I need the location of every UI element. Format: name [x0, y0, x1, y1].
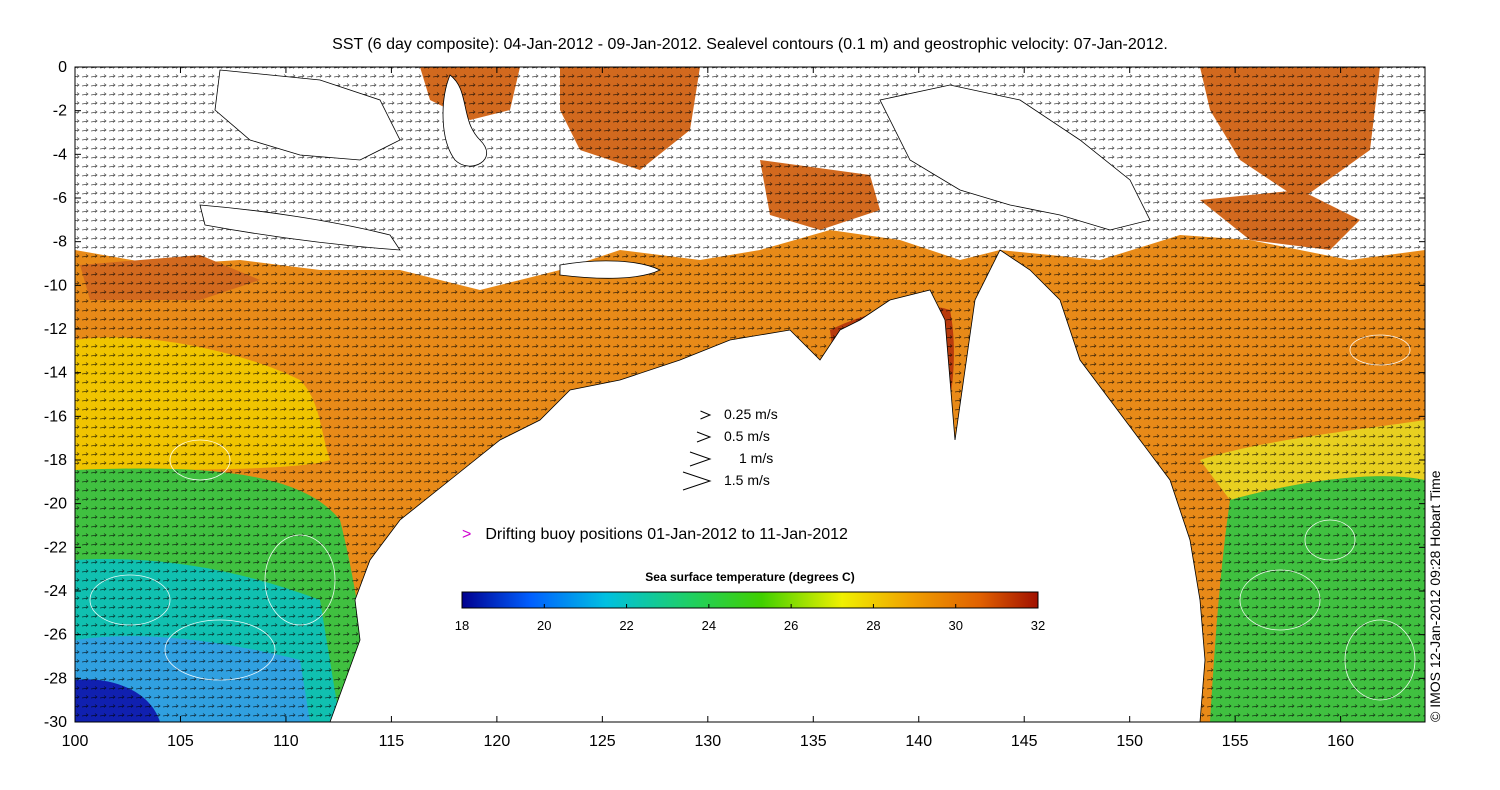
- plot-frame: [74, 66, 1426, 723]
- y-tick-label: -6: [53, 190, 67, 207]
- colorbar-tick-label: 30: [948, 618, 962, 633]
- y-axis: 0 -2 -4 -6 -8 -10 -12 -14 -16 -18 -20 -22 -24 -26 -28 -…: [44, 59, 1425, 731]
- map-layers: [75, 67, 1425, 722]
- java-land: [199, 204, 401, 251]
- velocity-scale-label: 1.5 m/s: [724, 472, 770, 488]
- x-tick-label: 140: [905, 733, 932, 750]
- y-tick-label: -12: [44, 321, 67, 338]
- x-tick-label: 130: [694, 733, 721, 750]
- y-tick-label: -30: [44, 714, 67, 731]
- colorbar-tick-label: 26: [784, 618, 798, 633]
- timor-land: [559, 260, 661, 279]
- x-tick-label: 145: [1011, 733, 1038, 750]
- colorbar-tick-label: 28: [866, 618, 880, 633]
- y-tick-label: 0: [58, 59, 67, 76]
- colorbar: [461, 591, 1039, 609]
- y-tick-label: -18: [44, 452, 67, 469]
- x-axis: 100 105 110 115 120 125 130 135 140 145 150 155 160: [62, 67, 1354, 750]
- velocity-scale-label: 0.25 m/s: [724, 406, 778, 422]
- buoy-legend-label: Drifting buoy positions 01-Jan-2012 to 1…: [485, 526, 848, 543]
- borneo-land: [214, 69, 401, 161]
- y-tick-label: -4: [53, 146, 67, 163]
- colorbar-title: Sea surface temperature (degrees C): [645, 570, 855, 584]
- colorbar-tick-label: 32: [1031, 618, 1045, 633]
- x-tick-label: 110: [273, 733, 299, 750]
- x-tick-label: 135: [800, 733, 827, 750]
- map-title: SST (6 day composite): 04-Jan-2012 - 09-…: [332, 36, 1168, 53]
- colorbar-tick-label: 20: [537, 618, 551, 633]
- y-tick-label: -14: [44, 365, 67, 382]
- x-tick-label: 150: [1116, 733, 1143, 750]
- sealevel-contours: [89, 334, 1416, 701]
- velocity-scale-arrow: [700, 410, 712, 420]
- velocity-scale-arrows: [682, 410, 712, 491]
- velocity-scale-label: 0.5 m/s: [724, 428, 770, 444]
- y-tick-label: -8: [53, 234, 67, 251]
- x-tick-label: 100: [62, 733, 89, 750]
- y-tick-label: -20: [44, 496, 67, 513]
- velocity-scale-arrow: [696, 431, 712, 443]
- y-tick-label: -24: [44, 583, 67, 600]
- velocity-scale-label: 1 m/s: [739, 450, 774, 466]
- x-tick-label: 105: [167, 733, 194, 750]
- sulawesi-land: [442, 74, 487, 167]
- x-tick-label: 115: [379, 733, 405, 750]
- x-tick-label: 155: [1222, 733, 1249, 750]
- y-tick-label: -10: [44, 277, 67, 294]
- y-tick-label: -28: [44, 670, 67, 687]
- imos-credit: © IMOS 12-Jan-2012 09:28 Hobart Time: [1427, 470, 1443, 722]
- x-tick-label: 160: [1327, 733, 1354, 750]
- y-tick-label: -26: [44, 627, 67, 644]
- y-tick-label: -22: [44, 539, 67, 556]
- velocity-scale-arrow: [682, 471, 712, 491]
- new-guinea-land: [879, 84, 1151, 231]
- colorbar-tick-label: 24: [702, 618, 716, 633]
- velocity-scale-arrow: [689, 451, 712, 467]
- y-tick-label: -16: [44, 408, 67, 425]
- buoy-legend: > Drifting buoy positions 01-Jan-2012 to …: [462, 526, 848, 544]
- colorbar-ticks: 18 20 22 24 26 28 30 32: [455, 604, 1045, 633]
- y-tick-label: -2: [53, 103, 67, 120]
- x-tick-label: 120: [484, 733, 511, 750]
- x-tick-label: 125: [589, 733, 616, 750]
- buoy-marker-icon: >: [462, 526, 472, 543]
- colorbar-tick-label: 22: [619, 618, 633, 633]
- colorbar-tick-label: 18: [455, 618, 469, 633]
